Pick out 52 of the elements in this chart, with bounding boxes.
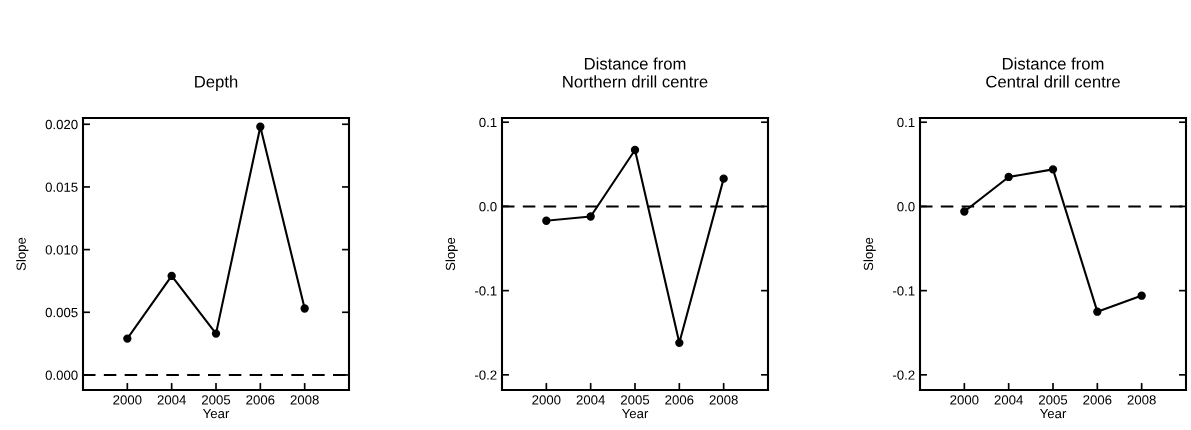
point [1093, 307, 1102, 316]
x-tick-label: 2008 [709, 395, 738, 405]
point [300, 304, 309, 313]
x-axis-title: Year [202, 409, 230, 419]
x-tick-label: 2006 [246, 395, 275, 405]
x-tick-label: 2006 [665, 395, 694, 405]
x-tick-label: 2004 [157, 395, 186, 405]
y-tick-label: -0.1 [892, 286, 915, 296]
y-axis-title: Slope [445, 237, 458, 271]
y-tick-label: 0.005 [45, 307, 78, 318]
point [1137, 291, 1146, 300]
y-tick-label: 0.1 [479, 117, 497, 128]
y-tick-label: 0.0 [479, 201, 497, 212]
point [719, 174, 728, 183]
point [542, 216, 551, 225]
point [675, 338, 684, 348]
x-tick-label: 2005 [201, 395, 231, 405]
x-tick-label: 2000 [950, 395, 979, 405]
point [630, 145, 640, 155]
y-tick-label: 0.020 [45, 119, 78, 130]
x-axis-title: Year [621, 409, 649, 419]
x-tick-label: 2000 [532, 395, 561, 405]
point [167, 271, 176, 281]
x-tick-label: 2008 [1127, 395, 1156, 405]
y-axis-title: Slope [16, 237, 29, 271]
y-tick-label: -0.2 [892, 370, 915, 380]
point [586, 212, 595, 221]
chart-title: Distance from Central drill centre [986, 57, 1120, 88]
x-tick-label: 2000 [113, 395, 142, 405]
x-tick-label: 2005 [1038, 395, 1068, 405]
point [960, 207, 969, 216]
y-tick-label: 0.000 [45, 370, 78, 380]
point [123, 334, 132, 343]
y-tick-label: 0.0 [897, 201, 915, 212]
x-tick-label: 2004 [994, 395, 1023, 405]
chart-title: Depth [195, 75, 238, 91]
x-tick-label: 2005 [620, 395, 650, 405]
y-tick-label: -0.2 [474, 370, 497, 380]
point [1004, 172, 1013, 182]
x-tick-label: 2008 [290, 395, 319, 405]
point [256, 122, 265, 131]
y-tick-label: -0.1 [474, 286, 497, 296]
x-tick-label: 2004 [576, 395, 605, 405]
y-tick-label: 0.1 [897, 117, 915, 128]
x-axis-title: Year [1039, 409, 1067, 419]
y-tick-label: 0.015 [45, 182, 78, 192]
point [1048, 165, 1058, 174]
chart-title: Distance from Northern drill centre [563, 57, 708, 88]
x-tick-label: 2006 [1083, 395, 1112, 405]
point [211, 329, 221, 338]
y-axis-title: Slope [863, 237, 876, 271]
y-tick-label: 0.010 [45, 245, 78, 255]
